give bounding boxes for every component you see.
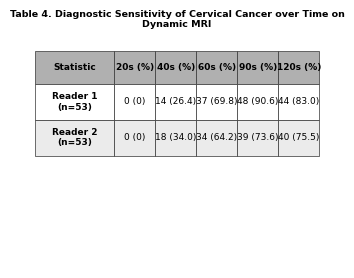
Text: 40 (75.5): 40 (75.5): [278, 133, 320, 142]
Text: 120s (%): 120s (%): [277, 63, 321, 72]
Text: 0 (0): 0 (0): [124, 97, 145, 106]
Bar: [238, 120, 278, 155]
Bar: [196, 51, 238, 84]
Text: 14 (26.4): 14 (26.4): [155, 97, 196, 106]
Text: 20s (%): 20s (%): [116, 63, 154, 72]
Bar: [278, 84, 319, 120]
Text: 18 (34.0): 18 (34.0): [155, 133, 196, 142]
Bar: [196, 120, 238, 155]
Text: Reader 2
(n=53): Reader 2 (n=53): [52, 128, 97, 147]
Text: 44 (83.0): 44 (83.0): [278, 97, 320, 106]
Bar: [196, 84, 238, 120]
Bar: [35, 120, 114, 155]
Text: Reader 1
(n=53): Reader 1 (n=53): [52, 92, 97, 111]
Text: 34 (64.2): 34 (64.2): [196, 133, 238, 142]
Bar: [155, 84, 196, 120]
Bar: [35, 84, 114, 120]
Text: 48 (90.6): 48 (90.6): [237, 97, 279, 106]
Text: 37 (69.8): 37 (69.8): [196, 97, 238, 106]
Text: 60s (%): 60s (%): [198, 63, 236, 72]
Bar: [155, 120, 196, 155]
Bar: [238, 84, 278, 120]
Text: Statistic: Statistic: [53, 63, 96, 72]
Bar: [114, 120, 155, 155]
Bar: [278, 120, 319, 155]
Bar: [114, 51, 155, 84]
Text: Table 4. Diagnostic Sensitivity of Cervical Cancer over Time on Dynamic MRI: Table 4. Diagnostic Sensitivity of Cervi…: [10, 10, 344, 29]
Bar: [238, 51, 278, 84]
Bar: [114, 84, 155, 120]
Text: 40s (%): 40s (%): [157, 63, 195, 72]
Text: 39 (73.6): 39 (73.6): [237, 133, 279, 142]
Bar: [278, 51, 319, 84]
Text: 90s (%): 90s (%): [239, 63, 277, 72]
Bar: [155, 51, 196, 84]
Text: 0 (0): 0 (0): [124, 133, 145, 142]
Bar: [35, 51, 114, 84]
